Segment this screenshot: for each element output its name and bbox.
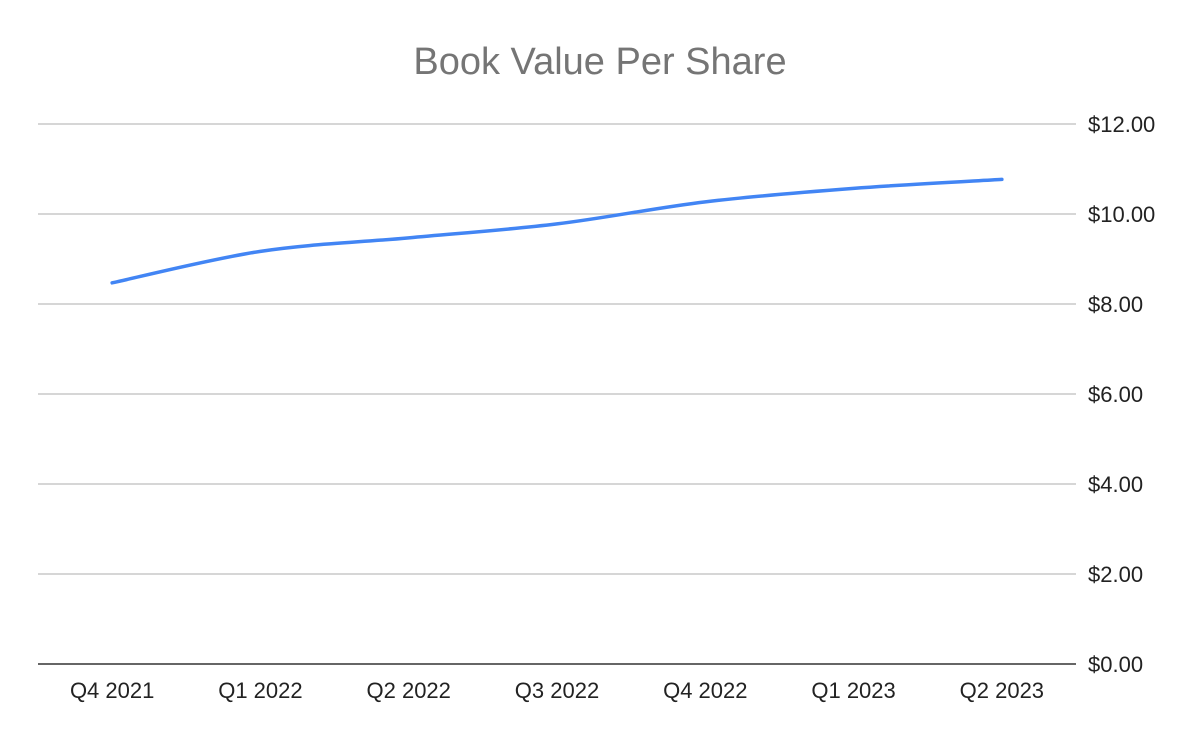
data-point xyxy=(555,222,559,226)
y-tick-label: $10.00 xyxy=(1088,202,1155,227)
y-tick-label: $0.00 xyxy=(1088,652,1143,677)
x-tick-label: Q4 2021 xyxy=(70,678,154,703)
x-tick-label: Q1 2022 xyxy=(218,678,302,703)
chart-title: Book Value Per Share xyxy=(413,41,786,83)
y-tick-label: $2.00 xyxy=(1088,562,1143,587)
x-axis-tick-labels: Q4 2021 Q1 2022 Q2 2022 Q3 2022 Q4 2022 Q1 20… xyxy=(70,678,1044,703)
y-tick-label: $4.00 xyxy=(1088,472,1143,497)
gridlines xyxy=(38,123,1076,665)
x-tick-label: Q4 2022 xyxy=(663,678,747,703)
series-layer xyxy=(110,177,1004,285)
series-line xyxy=(110,177,1004,285)
data-point xyxy=(110,281,114,285)
data-point xyxy=(852,186,856,190)
x-tick-label: Q3 2022 xyxy=(515,678,599,703)
y-tick-label: $8.00 xyxy=(1088,292,1143,317)
data-point xyxy=(258,249,262,253)
y-tick-label: $6.00 xyxy=(1088,382,1143,407)
data-point xyxy=(1000,177,1004,181)
x-tick-label: Q2 2022 xyxy=(367,678,451,703)
data-point xyxy=(703,200,707,204)
y-tick-label: $12.00 xyxy=(1088,112,1155,137)
y-axis-tick-labels: $0.00 $2.00 $4.00 $6.00 $8.00 $10.00 $12.00 xyxy=(1088,112,1155,677)
x-tick-label: Q2 2023 xyxy=(960,678,1044,703)
data-point xyxy=(407,236,411,240)
x-tick-label: Q1 2023 xyxy=(811,678,895,703)
